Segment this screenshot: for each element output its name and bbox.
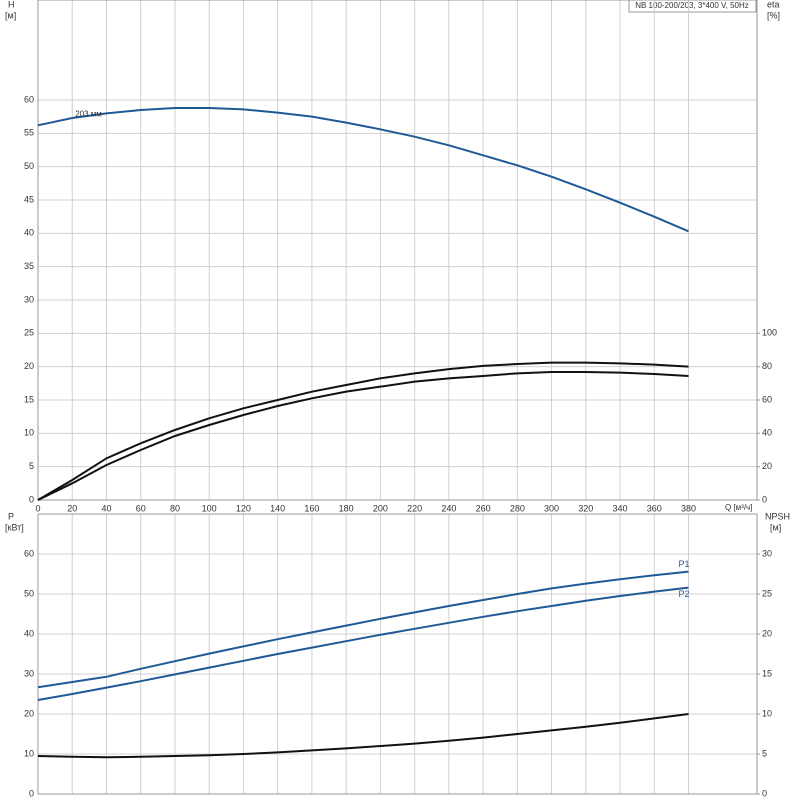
y-label: P [8,511,14,521]
x-tick-label: 40 [101,503,111,513]
y2-tick-label: 20 [762,461,772,471]
y-tick-label: 10 [24,748,34,758]
y-tick-label: 45 [24,194,34,204]
y2-tick-label: 60 [762,394,772,404]
series-line [37,570,689,689]
annotation: 203 мм [75,109,102,118]
x-tick-label: 60 [136,503,146,513]
series-line [37,713,689,759]
series-line [37,586,689,701]
x-tick-label: 20 [67,503,77,513]
y2-unit: [%] [767,10,780,20]
y2-unit: [м] [770,522,781,532]
plot-frame [37,513,758,795]
title-box [628,0,757,13]
y-tick-label: 30 [24,294,34,304]
y2-tick-label: 5 [762,748,767,758]
y-tick-label: 60 [24,548,34,558]
x-tick-label: 100 [202,503,217,513]
series-line [37,361,689,501]
y2-tick-label: 25 [762,588,772,598]
y2-tick-label: 30 [762,548,772,558]
plot-frame [37,0,758,501]
x-tick-label: 200 [373,503,388,513]
y2-label: NPSH [765,511,790,521]
y-label: H [8,0,15,9]
x-tick-label: 140 [270,503,285,513]
y-tick-label: 20 [24,361,34,371]
x-tick-label: 280 [510,503,525,513]
x-tick-label: 240 [441,503,456,513]
y-tick-label: 15 [24,394,34,404]
series-label: P1 [679,559,690,569]
x-label: Q [м³/ч] [725,503,752,512]
y2-tick-label: 10 [762,708,772,718]
y2-tick-label: 0 [762,788,767,798]
y2-label: eta [767,0,780,9]
x-tick-label: 0 [35,503,40,513]
x-tick-label: 80 [170,503,180,513]
y2-tick-label: 40 [762,428,772,438]
x-tick-label: 320 [578,503,593,513]
y-tick-label: 40 [24,628,34,638]
y-tick-label: 10 [24,428,34,438]
y-tick-label: 30 [24,668,34,678]
x-tick-label: 120 [236,503,251,513]
y2-tick-label: 100 [762,328,777,338]
y2-tick-label: 15 [762,668,772,678]
y-tick-label: 50 [24,588,34,598]
y-tick-label: 40 [24,228,34,238]
x-tick-label: 340 [613,503,628,513]
x-tick-label: 380 [681,503,696,513]
y2-tick-label: 20 [762,628,772,638]
y-tick-label: 50 [24,161,34,171]
y-tick-label: 5 [29,461,34,471]
y-tick-label: 25 [24,328,34,338]
y2-tick-label: 80 [762,361,772,371]
y-tick-label: 20 [24,708,34,718]
series-line [37,371,689,501]
y-tick-label: 60 [24,94,34,104]
y-tick-label: 0 [29,788,34,798]
x-tick-label: 260 [476,503,491,513]
y-tick-label: 35 [24,261,34,271]
chart-title: NB 100-200/203, 3*400 V, 50Hz [635,1,749,10]
y-tick-label: 0 [29,494,34,504]
x-tick-label: 160 [304,503,319,513]
x-tick-label: 220 [407,503,422,513]
y2-tick-label: 0 [762,494,767,504]
y-unit: [кВт] [5,522,24,532]
y-unit: [м] [5,10,16,20]
x-tick-label: 300 [544,503,559,513]
x-tick-label: 180 [339,503,354,513]
x-tick-label: 360 [647,503,662,513]
series-label: P2 [679,589,690,599]
y-tick-label: 55 [24,128,34,138]
series-line [37,107,689,233]
